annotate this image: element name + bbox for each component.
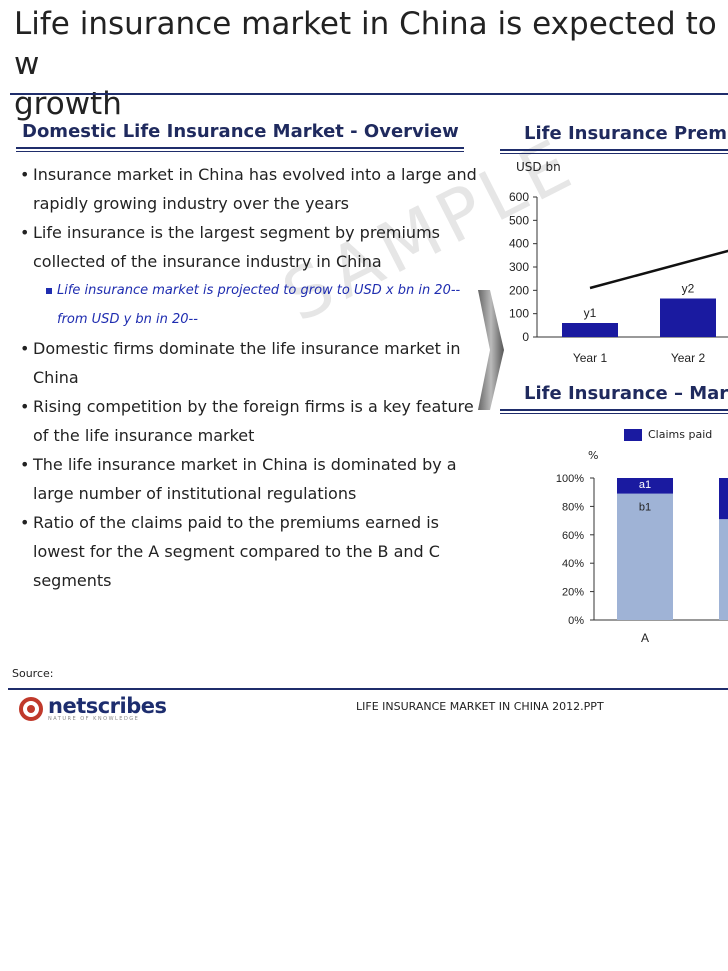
premiums-heading-rule-thin <box>500 153 728 154</box>
legend-swatch <box>624 428 642 441</box>
market-heading-rule-thin <box>500 413 728 414</box>
bar <box>562 323 618 337</box>
bullet-item: Domestic firms dominate the life insuran… <box>20 334 480 392</box>
y-tick-label: 500 <box>509 213 529 227</box>
y-tick-label: 100 <box>509 307 529 321</box>
y-tick-label: 80% <box>562 501 584 513</box>
stacked-bar-segment <box>617 478 673 494</box>
sub-bullet-item: Life insurance market is projected to gr… <box>20 276 480 334</box>
stacked-bar-segment <box>719 478 728 520</box>
x-tick-label: A <box>641 631 649 645</box>
y-tick-label: 600 <box>509 190 529 204</box>
market-chart-heading: Life Insurance – Mar <box>524 383 728 404</box>
slide-title: Life insurance market in China is expect… <box>14 6 717 122</box>
source-label: Source: <box>12 667 54 680</box>
x-tick-label: Year 2 <box>671 351 706 365</box>
y-tick-label: 200 <box>509 283 529 297</box>
trend-line <box>589 249 728 290</box>
chevron-arrow-icon <box>478 290 504 410</box>
bullet-item: Rising competition by the foreign firms … <box>20 392 480 450</box>
logo-mark-icon <box>19 697 43 721</box>
premiums-unit-label: USD bn <box>516 160 561 174</box>
netscribes-logo: netscribes NATURE OF KNOWLEDGE <box>18 696 167 722</box>
market-unit-label: % <box>588 449 599 462</box>
premiums-chart-heading: Life Insurance Premi <box>524 123 728 144</box>
logo-name: netscribes <box>48 694 167 718</box>
market-heading-rule <box>500 409 728 411</box>
premiums-heading-rule <box>500 149 728 151</box>
bullet-item: Ratio of the claims paid to the premiums… <box>20 508 480 595</box>
market-stacked-bar-chart: 0% 20% 40% 60% 80% 100% b1 a1 A <box>556 473 728 645</box>
bar <box>660 298 716 337</box>
legend-label: Claims paid <box>648 428 713 441</box>
y-tick-label: 400 <box>509 237 529 251</box>
overview-bullet-list: Insurance market in China has evolved in… <box>20 160 480 595</box>
overview-heading: Domestic Life Insurance Market - Overvie… <box>22 121 459 142</box>
y-tick-label: 0 <box>522 330 529 344</box>
logo-tagline: NATURE OF KNOWLEDGE <box>48 716 140 722</box>
segment-data-label: a1 <box>639 479 651 491</box>
footer-divider <box>8 688 728 690</box>
y-tick-label: 60% <box>562 530 584 542</box>
overview-heading-rule-thin <box>16 151 464 152</box>
y-tick-label: 40% <box>562 558 584 570</box>
y-tick-label: 20% <box>562 587 584 599</box>
bullet-item: Insurance market in China has evolved in… <box>20 160 480 218</box>
bullet-item: The life insurance market in China is do… <box>20 450 480 508</box>
x-tick-label: Year 1 <box>573 351 608 365</box>
y-tick-label: 300 <box>509 260 529 274</box>
stacked-bar-segment <box>719 519 728 620</box>
document-name: LIFE INSURANCE MARKET IN CHINA 2012.PPT <box>356 700 604 713</box>
bullet-item: Life insurance is the largest segment by… <box>20 218 480 276</box>
chart-legend: Claims paid <box>624 428 712 441</box>
segment-data-label: b1 <box>639 502 651 514</box>
bar-data-label: y1 <box>584 306 597 320</box>
y-tick-label: 0% <box>568 615 584 627</box>
bar-data-label: y2 <box>682 282 695 296</box>
y-tick-label: 100% <box>556 473 584 485</box>
overview-heading-rule <box>16 147 464 149</box>
stacked-bar-segment <box>617 493 673 620</box>
title-divider <box>10 93 728 95</box>
